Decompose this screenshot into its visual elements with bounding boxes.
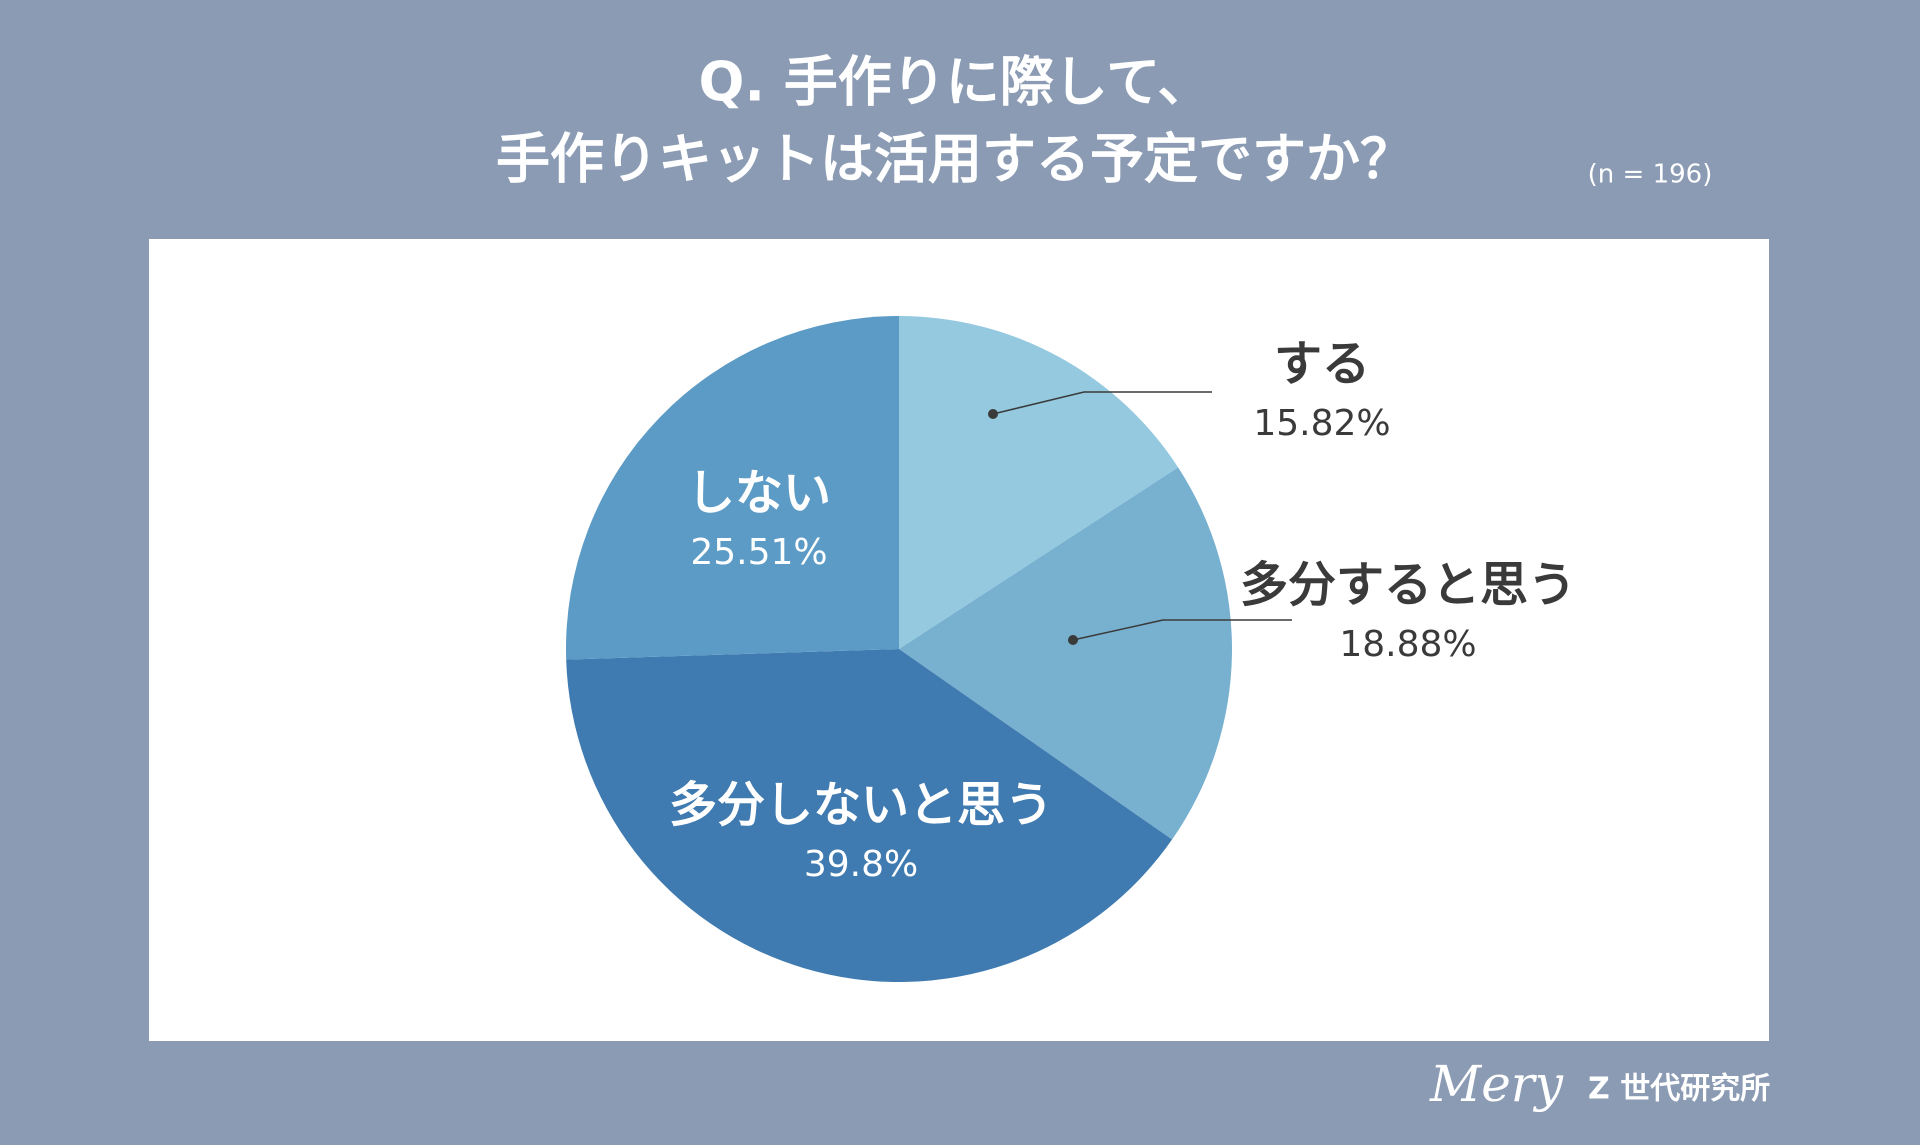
- value-label: 15.82%: [1253, 403, 1390, 444]
- title-line: Q. 手作りに際して、: [699, 51, 1212, 114]
- value-label: 39.8%: [804, 844, 918, 885]
- sample-note: (n = 196): [1588, 160, 1713, 190]
- title-line: 手作りキットは活用する予定ですか？: [496, 128, 1414, 191]
- leader-dot: [988, 409, 998, 419]
- leader-line: [1072, 619, 1292, 641]
- pie-slice: [566, 649, 1173, 982]
- slice-label: 多分しないと思う: [669, 777, 1053, 833]
- value-label: 18.88%: [1339, 624, 1476, 665]
- pie-slice: [899, 316, 1179, 649]
- brand-logo: Mery: [1429, 1055, 1564, 1113]
- value-label: 25.51%: [690, 532, 827, 573]
- brand-name: Z 世代研究所: [1588, 1072, 1770, 1107]
- slice-label: しない: [687, 465, 831, 521]
- leader-dot: [1068, 635, 1078, 645]
- leader-line: [992, 391, 1212, 415]
- pie-slice: [566, 316, 899, 660]
- pie-slice: [899, 467, 1232, 840]
- slice-label: 多分すると思う: [1240, 557, 1576, 613]
- slice-label: する: [1274, 336, 1370, 392]
